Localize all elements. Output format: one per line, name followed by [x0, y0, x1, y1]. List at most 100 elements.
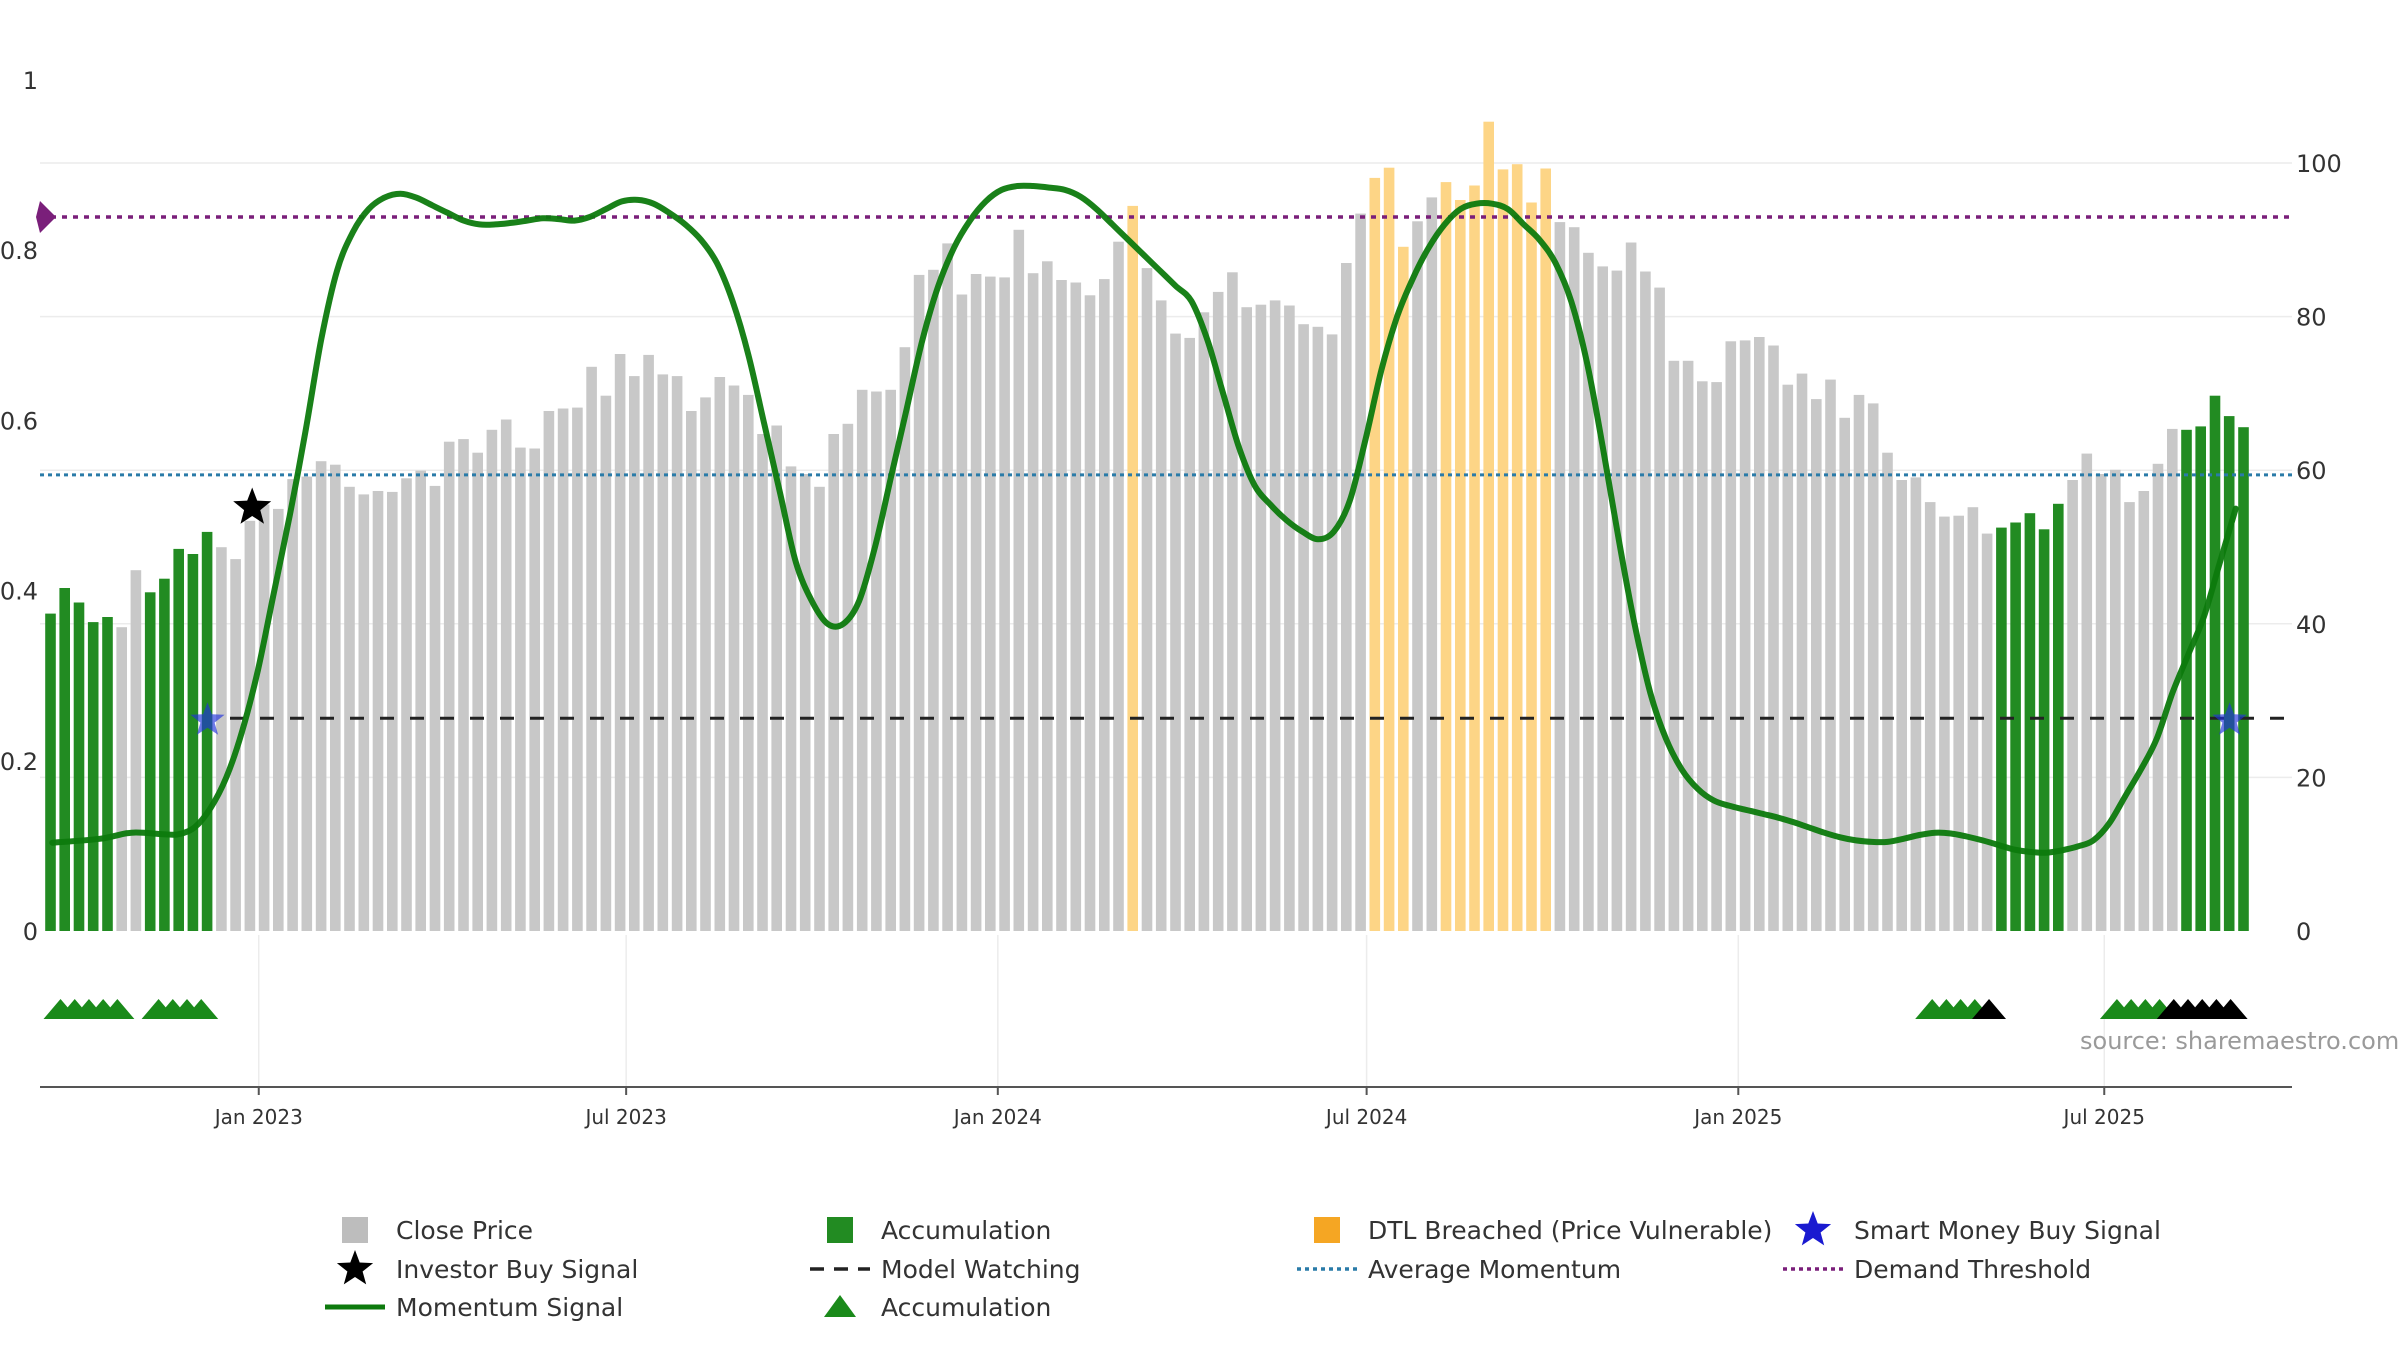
accumulation-bar [2223, 416, 2235, 932]
close-price-bar [985, 276, 996, 932]
right-axis-tick-label: 80 [2296, 304, 2327, 332]
close-price-bar [1825, 379, 1836, 932]
close-price-bar [1597, 266, 1608, 931]
axes: 0 0.2 0.4 0.6 0.8 1 0 20 40 60 80 100 Jan 2023 Jul 20… [0, 67, 2342, 1129]
close-price-bar [1924, 502, 1936, 931]
legend-item: Close Price [342, 1216, 533, 1245]
close-price-bar [1654, 287, 1665, 932]
demand-threshold-marker [36, 201, 56, 234]
accumulation-bar [159, 578, 170, 931]
close-price-bar [1198, 312, 1210, 931]
accumulation-bar [2053, 503, 2064, 931]
close-price-bar [2138, 491, 2150, 931]
x-axis-tick-label: Jan 2023 [213, 1105, 303, 1129]
legend-item: Smart Money Buy Signal [1794, 1211, 2161, 1246]
close-price-bar [942, 243, 953, 931]
legend-label: DTL Breached (Price Vulnerable) [1368, 1216, 1772, 1245]
accumulation-bar [2010, 522, 2021, 931]
close-price-bar [871, 391, 882, 931]
close-price-bar [500, 419, 512, 931]
x-axis-tick-label: Jan 2025 [1692, 1105, 1782, 1129]
close-price-bar [429, 485, 441, 931]
legend-item: Demand Threshold [1783, 1255, 2091, 1284]
close-price-bar [1241, 307, 1252, 931]
legend-item: Momentum Signal [325, 1293, 623, 1322]
close-price-bar [828, 434, 839, 931]
legend-label: Momentum Signal [396, 1293, 623, 1322]
close-price-bar [472, 452, 483, 931]
close-price-bar [913, 274, 925, 931]
close-price-bar [856, 389, 868, 931]
close-price-bar [330, 464, 341, 931]
close-price-bar [244, 520, 256, 931]
close-price-bar [700, 397, 711, 931]
close-price-bar [785, 466, 797, 931]
close-price-bar [928, 269, 939, 931]
close-price-bar [970, 274, 982, 931]
legend-star-icon [1794, 1211, 1832, 1246]
close-price-bar [543, 411, 555, 931]
close-price-bar [1298, 324, 1309, 931]
legend-label: Model Watching [881, 1255, 1081, 1284]
legend-item: Accumulation [827, 1216, 1051, 1245]
close-price-bar [1668, 360, 1680, 931]
x-axis-tick-label: Jul 2024 [1324, 1105, 1407, 1129]
accumulation-bar [2238, 427, 2249, 931]
close-price-bar [842, 423, 854, 931]
close-price-bar [1312, 326, 1324, 931]
close-price-bar [372, 491, 384, 931]
close-price-bar [1640, 271, 1651, 931]
legend-label: Accumulation [881, 1216, 1051, 1245]
close-price-bar [1839, 417, 1850, 931]
close-price-bar [2110, 469, 2121, 931]
close-price-bar [1341, 263, 1352, 931]
legend-star-icon [336, 1250, 374, 1285]
close-price-bar [301, 476, 313, 931]
close-price-bar [1981, 533, 1993, 931]
accumulation-marker [184, 999, 219, 1019]
close-price-bar [1070, 282, 1082, 931]
smart-money-buy-signal-star [190, 702, 225, 735]
close-price-bar [629, 376, 640, 932]
dtl-breached-bar [1440, 182, 1452, 932]
close-price-bar [743, 394, 754, 931]
close-price-bar [1284, 305, 1295, 931]
close-price-bar [1056, 280, 1067, 931]
close-price-bar [1155, 300, 1167, 931]
legend-item: Accumulation [824, 1293, 1051, 1322]
close-price-bar [1099, 279, 1110, 932]
reference-lines [36, 201, 2292, 720]
close-price-bar [1255, 304, 1267, 931]
dtl-breached-bar [1483, 121, 1494, 931]
close-price-bar [2067, 480, 2078, 931]
close-price-bar [287, 479, 298, 931]
accumulation-bar [187, 554, 199, 931]
legend-label: Demand Threshold [1854, 1255, 2091, 1284]
legend-label: Investor Buy Signal [396, 1255, 638, 1284]
close-price-bar [2167, 428, 2178, 931]
dtl-breached-bar [1511, 164, 1523, 931]
close-price-bar [600, 395, 612, 931]
close-price-bar [1910, 477, 1922, 931]
dtl-breached-bar [1526, 202, 1537, 931]
dtl-breached-bar [1369, 177, 1381, 931]
dtl-breached-bar [1469, 185, 1480, 931]
dtl-breached-bar [1497, 169, 1509, 931]
legend-swatch [827, 1217, 853, 1243]
close-price-bar [1725, 341, 1737, 931]
close-price-bar [956, 294, 968, 931]
x-axis-tick-label: Jan 2024 [952, 1105, 1042, 1129]
black-signal-marker [1972, 999, 2007, 1019]
close-price-bar [529, 448, 540, 931]
close-price-bar [443, 441, 455, 931]
close-price-bar [671, 376, 683, 932]
close-price-bar [1625, 242, 1637, 931]
accumulation-bar [45, 613, 56, 931]
close-price-bar [899, 347, 911, 931]
close-price-bar [130, 570, 142, 931]
close-price-bar [1212, 291, 1224, 931]
close-price-bar [1042, 261, 1053, 931]
close-price-bar [1170, 333, 1181, 932]
investor-buy-signal-star [233, 487, 272, 524]
accumulation-bar [2209, 395, 2221, 931]
